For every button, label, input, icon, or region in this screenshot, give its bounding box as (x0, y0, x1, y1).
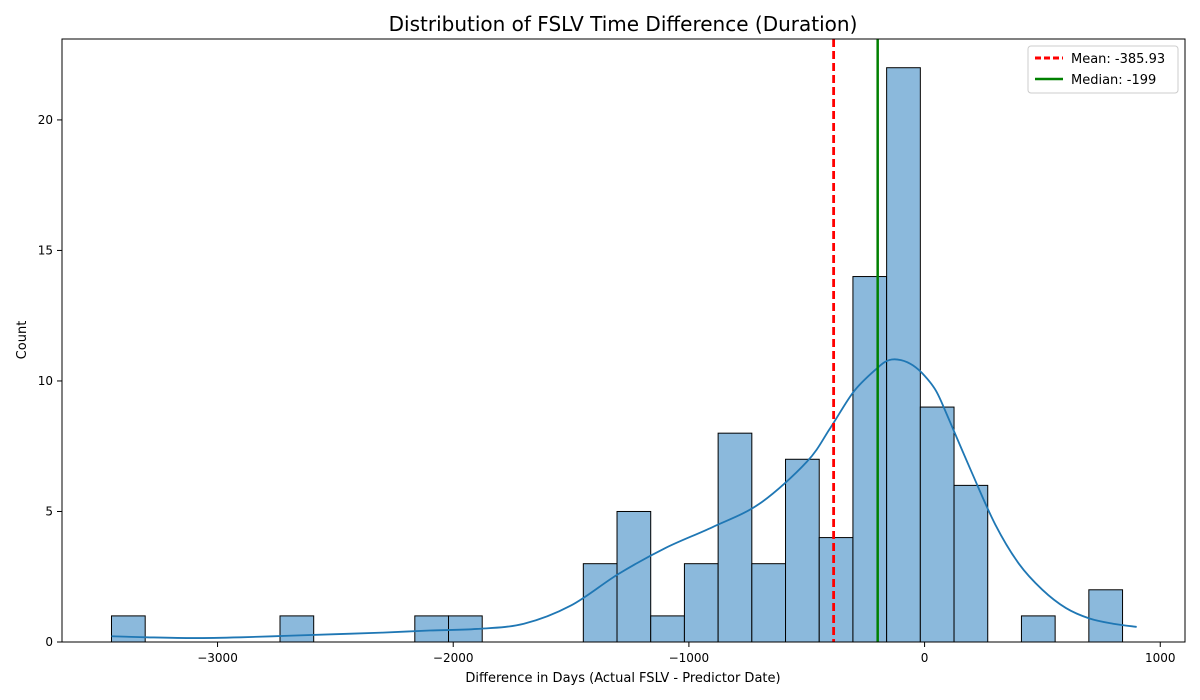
histogram-bar-29 (1088, 589, 1124, 643)
x-tick-label: −2000 (433, 651, 474, 665)
plot-area (110, 39, 1137, 643)
kde-curve (111, 358, 1137, 639)
legend-box (1027, 45, 1179, 94)
histogram-bar-18 (717, 432, 753, 643)
axes-frame (61, 38, 1186, 643)
histogram-bar-17 (683, 563, 719, 643)
histogram-bar-25 (953, 484, 989, 643)
x-tick-label: −1000 (669, 651, 710, 665)
x-axis: −3000 −2000 −1000 0 1000 (197, 642, 1176, 665)
histogram-bar-14 (582, 563, 618, 643)
y-tick-label: 20 (38, 113, 53, 127)
legend-mean-label: Mean: -385.93 (1071, 52, 1165, 67)
x-tick-label: −3000 (197, 651, 238, 665)
histogram-bar-9 (414, 615, 450, 643)
histogram-bar-5 (279, 615, 315, 643)
histogram-bar-21 (818, 537, 854, 643)
histogram-bar-24 (919, 406, 955, 643)
y-tick-label: 15 (38, 243, 53, 257)
histogram-bar-0 (110, 615, 146, 643)
x-axis-label: Difference in Days (Actual FSLV - Predic… (465, 671, 780, 686)
legend: Mean: -385.93 Median: -199 (1027, 45, 1179, 94)
y-tick-label: 5 (45, 504, 53, 518)
y-axis: 0 5 10 15 20 (38, 113, 62, 649)
y-tick-label: 0 (45, 635, 53, 649)
y-tick-label: 10 (38, 374, 53, 388)
histogram-bar-27 (1020, 615, 1056, 643)
chart-title: Distribution of FSLV Time Difference (Du… (389, 12, 858, 36)
histogram-bar-19 (751, 563, 787, 643)
histogram-bar-23 (886, 67, 921, 643)
x-tick-label: 0 (921, 651, 929, 665)
y-axis-label: Count (15, 321, 30, 360)
histogram-bar-16 (650, 615, 685, 643)
legend-median-label: Median: -199 (1071, 73, 1156, 88)
histogram-bar-22 (852, 276, 888, 643)
histogram-bar-15 (616, 510, 652, 643)
histogram-bar-20 (785, 458, 820, 643)
x-tick-label: 1000 (1145, 651, 1176, 665)
